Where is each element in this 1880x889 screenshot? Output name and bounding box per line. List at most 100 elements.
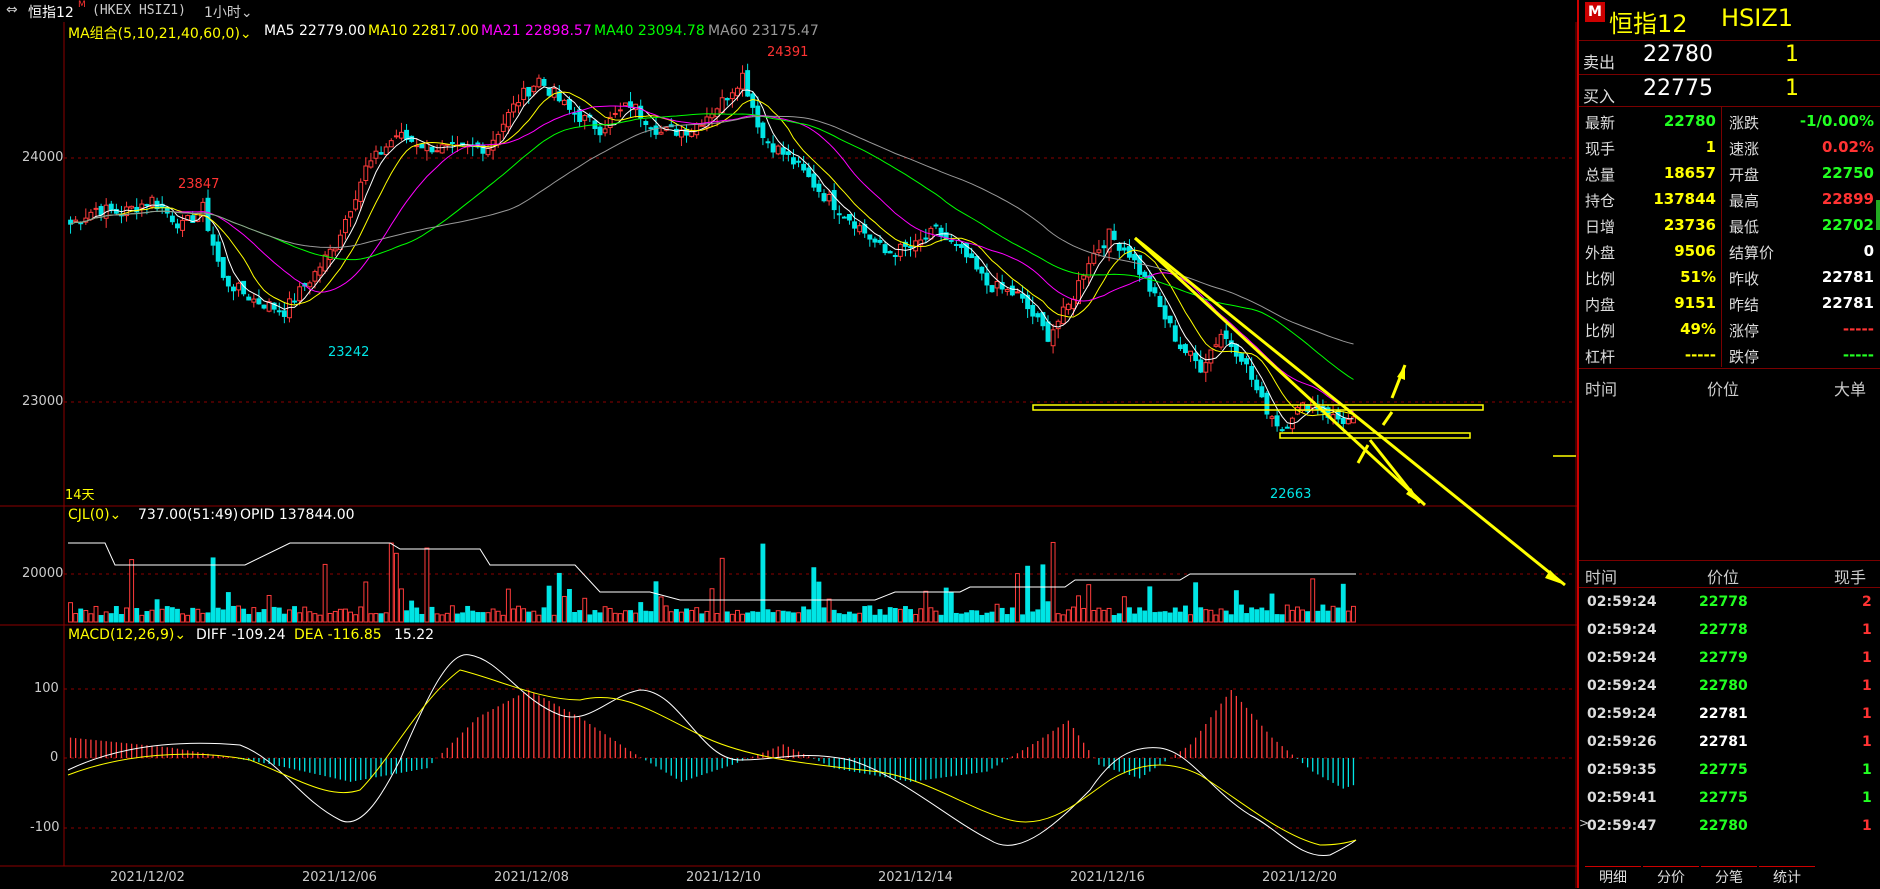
volume-bar <box>271 606 277 623</box>
volume-bar <box>623 610 628 623</box>
volume-bar <box>1264 610 1270 623</box>
tick-row[interactable]: 02:59:24 22780 1 <box>1579 674 1880 702</box>
ma-combo-selector[interactable]: MA组合(5,10,21,40,60,0)⌄ <box>68 26 252 42</box>
candle-body <box>1091 252 1097 264</box>
candle-body <box>887 251 893 254</box>
volume-bar <box>1289 609 1295 623</box>
candle-body <box>643 121 649 126</box>
volume-bar <box>1096 607 1102 623</box>
tick-row[interactable]: 02:59:41 22775 1 <box>1579 786 1880 814</box>
chevron-down-icon: ⌄ <box>240 5 253 21</box>
volume-bar <box>923 590 929 623</box>
volume-bar <box>1050 541 1056 623</box>
candle-body <box>1147 275 1153 292</box>
bid-price: 22775 <box>1643 76 1713 101</box>
volume-bar <box>1315 610 1321 623</box>
volume-bar <box>735 609 740 623</box>
volume-bar <box>1233 590 1239 623</box>
volume-bar <box>241 608 247 623</box>
volume-bar <box>368 613 374 623</box>
tick-row[interactable]: 02:59:24 22781 1 <box>1579 702 1880 730</box>
tick-row[interactable]: 02:59:24 22779 1 <box>1579 646 1880 674</box>
panel-tab[interactable]: 分价 <box>1643 866 1699 889</box>
candle-body <box>220 257 226 278</box>
macd-indicator-selector[interactable]: MACD(12,26,9)⌄ <box>68 627 187 643</box>
volume-bar <box>933 610 939 623</box>
volume-bar <box>1228 614 1234 623</box>
tick-qty: 1 <box>1862 762 1872 778</box>
chart-canvas[interactable] <box>0 0 1577 888</box>
volume-bar <box>1244 613 1249 623</box>
candle-body <box>516 102 521 107</box>
volume-bar <box>505 588 511 623</box>
volume-bar <box>322 563 328 623</box>
candle-body <box>1233 343 1239 357</box>
volume-bar <box>770 612 776 623</box>
candle-body <box>1284 426 1290 429</box>
candle-body <box>989 285 995 293</box>
candle-body <box>129 205 135 209</box>
candle-body <box>882 244 888 254</box>
volume-bar <box>877 609 883 623</box>
volume-indicator-selector[interactable]: CJL(0)⌄ <box>68 507 122 523</box>
date-axis-label: 2021/12/06 <box>302 870 377 885</box>
candle-body <box>877 239 883 243</box>
tick-row[interactable]: 02:59:47 22780 1 <box>1579 814 1880 842</box>
tick-price: 22775 <box>1699 762 1748 778</box>
candle-body <box>1274 415 1280 427</box>
candle-body <box>358 181 364 202</box>
volume-bar <box>791 612 796 623</box>
volume-bar <box>796 612 801 623</box>
volume-bar <box>307 611 313 623</box>
candle-body <box>1244 358 1249 365</box>
link-icon[interactable]: ⇔ <box>6 2 18 18</box>
volume-bar <box>98 614 104 623</box>
bid-label: 买入 <box>1583 87 1616 106</box>
volume-bar <box>1330 605 1336 623</box>
volume-bar <box>882 614 888 623</box>
volume-bar <box>327 612 333 623</box>
candle-body <box>1086 263 1092 278</box>
volume-bar <box>592 610 598 623</box>
volume-bar <box>1121 596 1127 623</box>
candle-body <box>923 237 929 240</box>
candle-body <box>811 173 817 188</box>
candle-body <box>780 147 786 155</box>
candle-body <box>373 150 379 159</box>
candle-body <box>959 244 964 248</box>
candle-body <box>1065 303 1071 311</box>
tick-row[interactable]: 02:59:26 22781 1 <box>1579 730 1880 758</box>
candle-body <box>149 196 155 208</box>
quote-value: 137844 <box>1653 190 1716 208</box>
panel-tab[interactable]: 统计 <box>1759 866 1815 889</box>
drawing-annotations[interactable] <box>1032 236 1576 587</box>
date-axis-label: 2021/12/14 <box>878 870 953 885</box>
quote-value: ----- <box>1842 320 1874 338</box>
quote-label: 昨收 <box>1729 270 1760 288</box>
volume-bar <box>785 611 791 623</box>
tick-row[interactable]: 02:59:24 22778 1 <box>1579 618 1880 646</box>
period-selector[interactable]: 1小时⌄ <box>204 2 253 22</box>
panel-tab[interactable]: 分笔 <box>1701 866 1757 889</box>
tick-qty: 1 <box>1862 818 1872 834</box>
tick-row[interactable]: 02:59:35 22775 1 <box>1579 758 1880 786</box>
quote-label: 现手 <box>1585 140 1616 158</box>
quote-label: 外盘 <box>1585 244 1616 262</box>
candle-body <box>918 239 924 246</box>
panel-tab[interactable]: 明细 <box>1585 866 1641 889</box>
volume-bar <box>612 612 618 623</box>
tick-row[interactable]: 02:59:24 22778 2 <box>1579 590 1880 618</box>
candle-body <box>964 243 969 258</box>
candle-body <box>765 141 771 144</box>
candle-body <box>1177 344 1183 350</box>
candle-body <box>974 256 980 270</box>
candle-body <box>1106 228 1112 253</box>
volume-bar <box>358 606 364 623</box>
quote-value: 49% <box>1680 320 1716 338</box>
candle-body <box>73 219 79 222</box>
volume-bar <box>994 603 1000 623</box>
candle-body <box>1076 280 1081 305</box>
volume-bar <box>648 611 654 623</box>
candle-body <box>449 142 455 145</box>
support-band-1 <box>1032 404 1484 411</box>
